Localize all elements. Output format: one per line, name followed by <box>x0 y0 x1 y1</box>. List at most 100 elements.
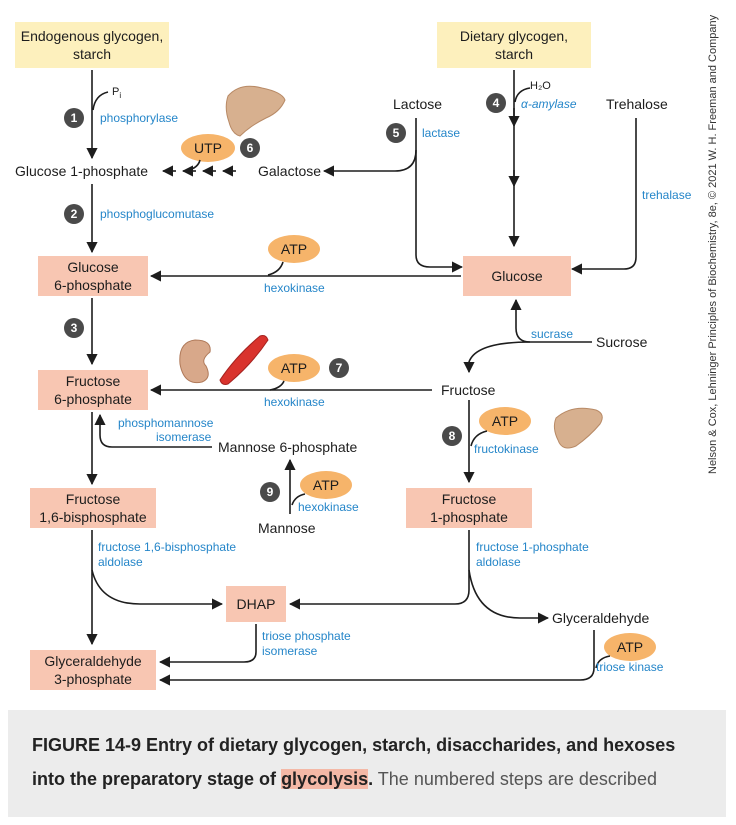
gly3p-label-1: Glyceraldehyde <box>44 653 141 669</box>
atp-label-1: ATP <box>281 241 307 257</box>
fructose-6p-label-1: Fructose <box>66 373 121 389</box>
step-1-badge <box>64 108 84 128</box>
step-2-number: 2 <box>71 207 78 221</box>
lactose-label: Lactose <box>393 96 442 112</box>
glucose-1-phosphate-label: Glucose 1-phosphate <box>15 163 148 179</box>
fructose-1-6-bisphosphate-box <box>30 488 156 528</box>
trehalose-label: Trehalose <box>606 96 668 112</box>
utp-inflow <box>187 159 201 171</box>
step-7-number: 7 <box>336 361 343 375</box>
enzyme-hexokinase-1: hexokinase <box>264 281 325 295</box>
fructose-16bp-label-2: 1,6-bisphosphate <box>39 509 147 525</box>
caption-glycolysis-link[interactable]: glycolysis <box>281 769 369 789</box>
fructose-1p-label-2: 1-phosphate <box>430 509 508 525</box>
atp-cofactor-2 <box>268 354 320 382</box>
enzyme-f16bp-aldolase-2: aldolase <box>98 555 143 569</box>
dhap-label: DHAP <box>237 596 276 612</box>
atp3-inflow <box>291 493 306 506</box>
arrow-triose-kinase <box>158 630 595 686</box>
enzyme-alpha-amylase: α-amylase <box>521 97 577 111</box>
muscle-icon <box>219 335 269 385</box>
arrow-f1p-to-dhap <box>288 530 470 610</box>
fructose-6p-label-2: 6-phosphate <box>54 391 132 407</box>
figure-caption: FIGURE 14-9 Entry of dietary glycogen, s… <box>8 710 726 817</box>
credit-text: Nelson & Cox, Lehninger Principles of Bi… <box>707 14 719 474</box>
pi-label: Pi <box>112 86 121 100</box>
glucose-box <box>463 256 571 296</box>
step-9-badge <box>260 482 280 502</box>
enzyme-fructokinase: fructokinase <box>474 442 539 456</box>
endogenous-glycogen-box <box>15 22 169 68</box>
enzyme-f16bp-aldolase-1: fructose 1,6-bisphosphate <box>98 540 236 554</box>
enzyme-hexokinase-2: hexokinase <box>264 395 325 409</box>
step-8-badge <box>442 426 462 446</box>
mannose-label: Mannose <box>258 520 316 536</box>
atp-label-5: ATP <box>617 639 643 655</box>
fructose-16bp-label-1: Fructose <box>66 491 121 507</box>
endogenous-label-2: starch <box>73 46 111 62</box>
enzyme-phosphoglucomutase: phosphoglucomutase <box>100 207 214 221</box>
endogenous-label-1: Endogenous glycogen, <box>21 28 163 44</box>
glucose-label: Glucose <box>491 268 543 284</box>
step-4-badge <box>486 93 506 113</box>
enzyme-sucrase: sucrase <box>531 327 573 341</box>
lactose-to-glucose-arrow <box>415 150 464 273</box>
step-2-badge <box>64 204 84 224</box>
glucose-6p-label-1: Glucose <box>67 259 119 275</box>
enzyme-f1p-aldolase-1: fructose 1-phosphate <box>476 540 589 554</box>
pi-inflow <box>92 91 109 111</box>
arrow-tpi <box>158 624 257 668</box>
caption-title-line-2: into the preparatory stage of <box>32 769 277 789</box>
step-7-badge <box>329 358 349 378</box>
atp-cofactor-3 <box>300 471 352 499</box>
step-6-number: 6 <box>247 141 254 155</box>
atp-label-2: ATP <box>281 360 307 376</box>
caption-text: FIGURE 14-9 Entry of dietary glycogen, s… <box>32 728 712 796</box>
galactose-label: Galactose <box>258 163 321 179</box>
caption-title-line-1: FIGURE 14-9 Entry of dietary glycogen, s… <box>32 735 676 755</box>
step-4-number: 4 <box>493 96 500 110</box>
mannose-6-phosphate-label: Mannose 6-phosphate <box>218 439 358 455</box>
arrow-aldolase-dhap <box>91 569 224 610</box>
enzyme-tpi-2: isomerase <box>262 644 318 658</box>
dietary-label-1: Dietary glycogen, <box>460 28 568 44</box>
enzyme-f1p-aldolase-2: aldolase <box>476 555 521 569</box>
enzyme-hexokinase-3: hexokinase <box>298 500 359 514</box>
gly3p-label-2: 3-phosphate <box>54 671 132 687</box>
mannose6p-to-fructose6p-arrow <box>94 413 212 448</box>
liver-icon <box>225 85 286 137</box>
enzyme-trehalase: trehalase <box>642 188 692 202</box>
dietary-label-2: starch <box>495 46 533 62</box>
sucrose-to-fructose-arrow <box>463 341 531 374</box>
atp4-inflow <box>470 430 488 447</box>
step-8-number: 8 <box>449 429 456 443</box>
utp-label: UTP <box>194 140 222 156</box>
utp-cofactor <box>181 134 235 162</box>
atp2-inflow <box>269 380 285 391</box>
dhap-box <box>226 586 286 622</box>
enzyme-triose-kinase: triose kinase <box>596 660 664 674</box>
dietary-glycogen-box <box>437 22 591 68</box>
fructose-label: Fructose <box>441 382 496 398</box>
arrow-f1p-to-glyceraldehyde <box>468 569 550 624</box>
step-5-badge <box>386 123 406 143</box>
fructose-1p-label-1: Fructose <box>442 491 497 507</box>
enzyme-phosphomannose-2: isomerase <box>156 430 212 444</box>
enzyme-phosphorylase: phosphorylase <box>100 111 178 125</box>
atp1-inflow <box>267 261 284 276</box>
atp-label-4: ATP <box>492 413 518 429</box>
h2o-inflow <box>514 87 531 103</box>
atp-cofactor-5 <box>604 633 656 661</box>
atp5-inflow <box>595 655 611 669</box>
glycolysis-entry-diagram: Endogenous glycogen, starch Dietary glyc… <box>15 14 719 690</box>
step-9-number: 9 <box>267 485 274 499</box>
step-6-badge <box>240 138 260 158</box>
trehalose-to-glucose-arrow <box>570 118 637 275</box>
figure-frame <box>8 8 726 708</box>
sucrose-label: Sucrose <box>596 334 648 350</box>
atp-label-3: ATP <box>313 477 339 493</box>
step-3-number: 3 <box>71 321 78 335</box>
enzyme-phosphomannose-1: phosphomannose <box>118 416 214 430</box>
glyceraldehyde-3-phosphate-box <box>30 650 156 690</box>
step-5-number: 5 <box>393 126 400 140</box>
